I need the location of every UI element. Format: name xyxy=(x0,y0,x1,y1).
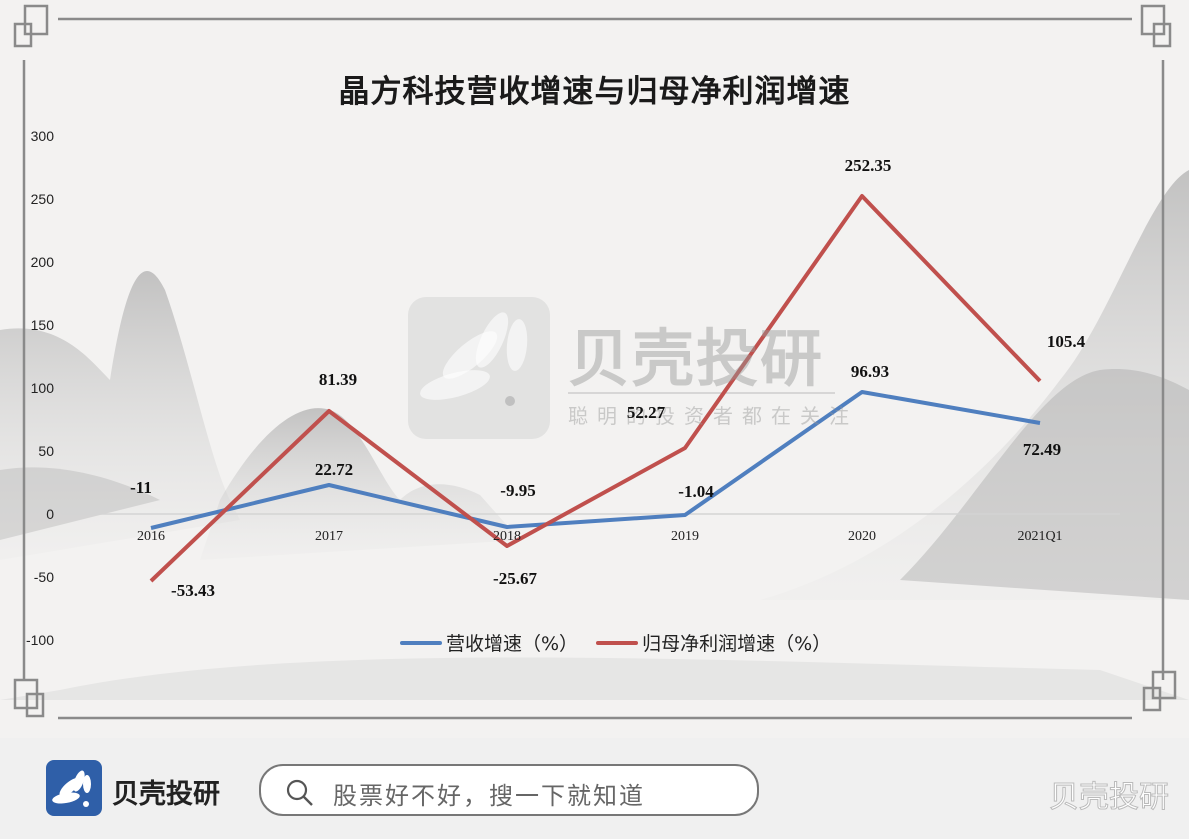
data-label-revenue: -9.95 xyxy=(500,481,536,500)
x-tick: 2017 xyxy=(315,529,343,544)
y-tick: 0 xyxy=(46,506,54,522)
x-tick: 2019 xyxy=(671,529,699,544)
y-tick: 300 xyxy=(30,128,54,144)
x-tick: 2020 xyxy=(848,529,876,544)
search-placeholder: 股票好不好，搜一下就知道 xyxy=(333,782,645,810)
y-tick: 250 xyxy=(30,191,54,207)
legend-item-revenue: 营收增速（%） xyxy=(400,629,578,656)
search-icon xyxy=(286,779,313,806)
data-label-revenue: 72.49 xyxy=(1022,440,1062,459)
search-input[interactable]: 股票好不好，搜一下就知道 xyxy=(259,764,759,816)
data-label-profit: 81.39 xyxy=(318,370,358,389)
brand-name: 贝壳投研 xyxy=(112,779,220,810)
legend-swatch-profit xyxy=(596,640,639,645)
y-tick: 150 xyxy=(30,317,54,333)
brand-logo-icon[interactable] xyxy=(46,760,102,816)
legend-swatch-revenue xyxy=(400,640,442,645)
y-tick: -50 xyxy=(33,569,54,585)
y-tick: 100 xyxy=(30,380,54,396)
legend-label-profit: 归母净利润增速（%） xyxy=(642,633,832,655)
data-label-profit: 52.27 xyxy=(626,403,666,422)
y-tick: 200 xyxy=(30,254,54,270)
y-tick: 50 xyxy=(38,443,54,459)
chart-title: 晶方科技营收增速与归母净利润增速 xyxy=(338,74,851,110)
data-label-revenue: -11 xyxy=(130,478,152,497)
brand-watermark-right: 贝壳投研 xyxy=(1049,780,1170,816)
data-label-profit: 105.4 xyxy=(1046,332,1086,351)
series-line-revenue xyxy=(150,390,1041,530)
chart-legend: 营收增速（%） 归母净利润增速（%） xyxy=(400,629,849,656)
watermark-tagline: 聪明的投资者都在关注 xyxy=(568,404,858,428)
data-label-revenue: 22.72 xyxy=(314,460,354,479)
data-label-profit: -25.67 xyxy=(493,569,537,588)
y-tick: -100 xyxy=(25,632,54,648)
data-label-revenue: -1.04 xyxy=(678,482,714,501)
x-tick: 2018 xyxy=(493,529,521,544)
watermark-brand: 贝壳投研 xyxy=(568,322,825,395)
chart-background xyxy=(0,4,1189,720)
x-tick: 2016 xyxy=(137,529,165,544)
data-label-revenue: 96.93 xyxy=(850,362,890,381)
series-line-profit xyxy=(149,194,1042,583)
x-tick: 2021Q1 xyxy=(1017,529,1063,544)
legend-label-revenue: 营收增速（%） xyxy=(446,633,579,655)
legend-item-profit: 归母净利润增速（%） xyxy=(596,629,831,656)
data-label-profit: -53.43 xyxy=(171,581,215,600)
data-label-profit: 252.35 xyxy=(844,156,892,175)
watermark-logo-icon xyxy=(408,297,550,439)
chart-area: 贝壳投研 聪明的投资者都在关注 晶方科技营收增速与归母净利润增速 300 250… xyxy=(0,4,1189,720)
